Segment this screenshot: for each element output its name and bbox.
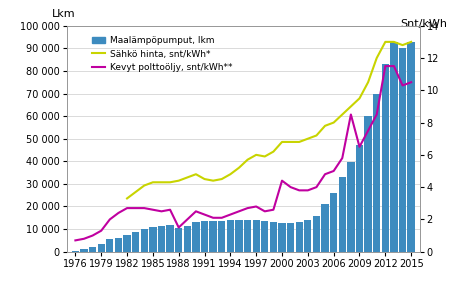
Bar xyxy=(260,221,268,252)
Bar xyxy=(123,235,130,252)
Bar xyxy=(166,225,173,252)
Bar xyxy=(226,220,234,252)
Bar xyxy=(321,204,328,252)
Bar xyxy=(106,239,113,252)
Bar xyxy=(252,220,259,252)
Bar xyxy=(98,244,105,252)
Bar xyxy=(347,162,354,252)
Bar xyxy=(132,233,139,252)
Bar xyxy=(235,220,242,252)
Bar xyxy=(364,116,371,252)
Bar xyxy=(269,222,277,252)
Bar xyxy=(115,238,122,252)
Y-axis label: Lkm: Lkm xyxy=(51,9,75,19)
Bar xyxy=(278,223,285,252)
Bar xyxy=(209,221,216,252)
Bar xyxy=(287,223,294,252)
Bar xyxy=(218,221,225,252)
Bar xyxy=(243,220,251,252)
Bar xyxy=(183,226,190,252)
Bar xyxy=(329,193,337,252)
Bar xyxy=(338,177,345,252)
Bar xyxy=(175,228,182,252)
Bar xyxy=(149,227,156,252)
Bar xyxy=(381,64,388,252)
Bar xyxy=(312,216,319,252)
Bar xyxy=(355,146,362,252)
Bar xyxy=(192,222,199,252)
Bar xyxy=(200,221,208,252)
Bar xyxy=(372,94,379,252)
Bar xyxy=(304,220,311,252)
Bar xyxy=(158,226,165,252)
Bar xyxy=(407,41,414,252)
Bar xyxy=(80,249,88,252)
Y-axis label: Snt/kWh: Snt/kWh xyxy=(399,19,446,29)
Bar xyxy=(140,229,148,252)
Bar xyxy=(295,222,302,252)
Bar xyxy=(389,41,397,252)
Bar xyxy=(71,251,79,252)
Bar xyxy=(398,48,406,252)
Legend: Maalämpöpumput, lkm, Sähkö hinta, snt/kWh*, Kevyt polttoöljy, snt/kWh**: Maalämpöpumput, lkm, Sähkö hinta, snt/kW… xyxy=(88,33,235,76)
Bar xyxy=(89,247,96,252)
